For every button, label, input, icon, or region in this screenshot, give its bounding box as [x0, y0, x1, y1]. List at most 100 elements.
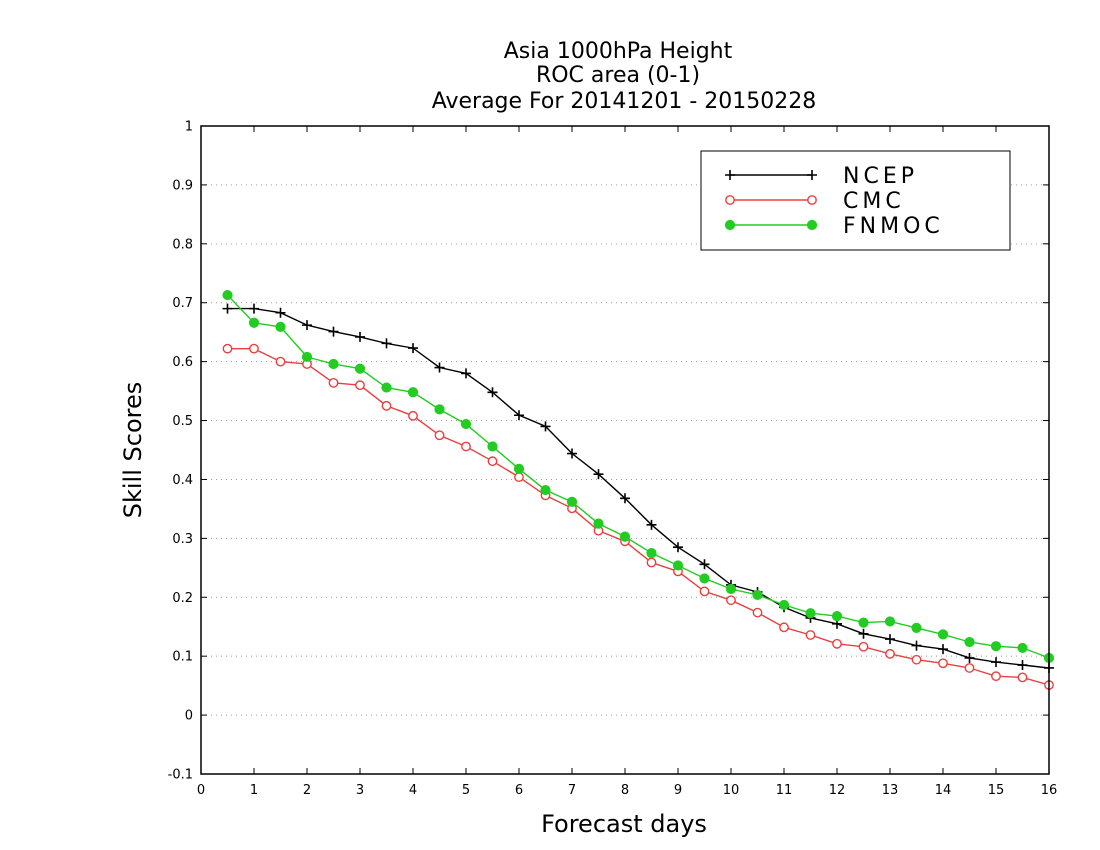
data-point-fnmoc [540, 484, 551, 496]
x-tick-label: 4 [409, 783, 417, 798]
series-fnmoc [222, 289, 1055, 664]
series-line-cmc [227, 348, 1050, 686]
data-point-ncep [673, 542, 683, 553]
x-tick-label: 14 [935, 783, 952, 798]
data-point-cmc [911, 654, 922, 665]
data-point-cmc [832, 638, 842, 649]
data-point-cmc [646, 557, 657, 568]
data-point-ncep [249, 303, 259, 314]
data-point-fnmoc [619, 531, 631, 542]
data-point-cmc [514, 472, 524, 482]
x-tick-label: 0 [197, 783, 205, 798]
data-point-cmc [408, 410, 418, 421]
data-point-ncep [275, 307, 286, 318]
x-tick-label: 1 [250, 783, 258, 798]
legend-label-fnmoc: FNMOC [843, 214, 944, 239]
data-point-fnmoc [487, 441, 498, 452]
data-point-cmc [381, 400, 392, 411]
data-point-fnmoc [407, 387, 419, 398]
data-point-ncep [222, 303, 233, 314]
y-tick-label: 0 [185, 709, 193, 724]
legend-marker-cmc [725, 195, 735, 205]
chart-title-line-1: Asia 1000hPa Height [504, 39, 733, 64]
data-point-cmc [885, 648, 895, 659]
legend-entry-fnmoc: FNMOC [724, 214, 944, 239]
legend-marker-cmc [807, 195, 817, 205]
data-point-fnmoc [328, 358, 339, 370]
legend-marker-fnmoc [724, 219, 736, 231]
data-point-cmc [328, 377, 339, 388]
x-tick-label: 5 [462, 783, 470, 798]
data-point-cmc [249, 343, 259, 354]
series-line-ncep [227, 307, 1050, 669]
legend-entry-ncep: NCEP [725, 164, 914, 189]
data-point-ncep [487, 387, 498, 398]
data-point-cmc [938, 658, 948, 669]
data-point-cmc [858, 641, 869, 652]
legend-label-cmc: CMC [843, 189, 905, 214]
x-tick-label: 13 [882, 783, 899, 798]
data-point-cmc [355, 380, 365, 391]
data-point-cmc [461, 441, 471, 452]
data-point-fnmoc [593, 518, 604, 529]
data-point-fnmoc [911, 622, 922, 634]
data-point-ncep [938, 644, 948, 655]
data-point-fnmoc [381, 382, 392, 393]
x-tick-label: 3 [356, 783, 364, 798]
data-point-fnmoc [301, 351, 313, 363]
y-tick-label: 0.2 [172, 591, 193, 606]
y-axis-label: Skill Scores [119, 382, 147, 519]
data-point-fnmoc [434, 404, 445, 415]
series-cmc [222, 343, 1054, 690]
data-point-ncep [964, 652, 975, 663]
data-point-cmc [726, 595, 736, 606]
data-point-ncep [593, 469, 604, 480]
x-tick-label: 16 [1041, 783, 1058, 798]
y-tick-label: 0.3 [172, 532, 193, 547]
data-point-ncep [434, 362, 445, 373]
legend-marker-fnmoc [806, 219, 818, 231]
legend-marker-ncep [807, 170, 817, 180]
legend-entry-cmc: CMC [725, 189, 905, 214]
data-point-ncep [620, 493, 630, 504]
data-point-ncep [302, 320, 312, 331]
data-point-cmc [275, 356, 286, 367]
data-point-ncep [991, 657, 1001, 668]
data-point-cmc [752, 607, 763, 618]
data-point-ncep [328, 326, 339, 337]
data-point-fnmoc [248, 317, 260, 328]
data-point-cmc [487, 456, 498, 467]
chart-title-line-3: Average For 20141201 - 20150228 [432, 89, 817, 114]
x-tick-label: 11 [776, 783, 793, 798]
data-point-fnmoc [222, 289, 233, 301]
x-tick-label: 10 [723, 783, 740, 798]
data-point-fnmoc [752, 589, 763, 601]
data-point-cmc [1017, 672, 1028, 683]
y-tick-label: 0.9 [172, 178, 193, 193]
data-point-cmc [964, 663, 975, 673]
y-tick-label: 0.1 [172, 650, 193, 665]
x-tick-label: 12 [829, 783, 846, 798]
x-axis-label: Forecast days [541, 810, 707, 838]
data-point-fnmoc [513, 463, 525, 474]
x-tick-label: 15 [988, 783, 1005, 798]
data-point-ncep [540, 421, 551, 432]
data-point-ncep [911, 640, 922, 651]
data-point-fnmoc [354, 363, 366, 374]
data-point-ncep [408, 343, 418, 354]
data-point-ncep [567, 448, 577, 459]
data-point-cmc [805, 630, 816, 640]
axis-ticks: -0.100.10.20.30.40.50.60.70.80.910 1 2 3 4 5 6… [168, 120, 1058, 799]
chart-title-line-2: ROC area (0-1) [536, 63, 700, 88]
data-point-fnmoc [805, 608, 816, 619]
data-point-cmc [699, 586, 710, 597]
data-point-ncep [461, 368, 471, 379]
data-point-ncep [355, 331, 365, 342]
series-ncep [222, 303, 1054, 673]
series-line-fnmoc [226, 294, 1050, 659]
data-point-cmc [991, 671, 1001, 682]
x-tick-label: 7 [568, 783, 576, 798]
data-point-fnmoc [460, 418, 472, 430]
